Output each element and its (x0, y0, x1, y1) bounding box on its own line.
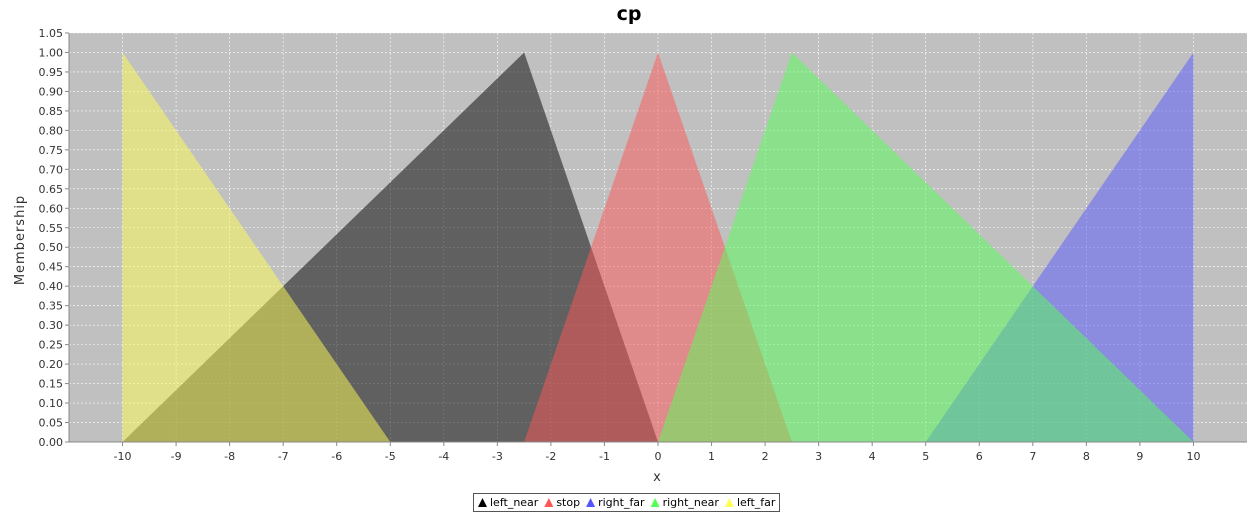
y-axis-label: Membership (13, 195, 28, 285)
x-tick-label: -4 (438, 450, 449, 463)
y-tick-label: 0.20 (39, 358, 64, 371)
legend-item-left_far: left_far (724, 496, 776, 509)
y-tick-label: 0.55 (39, 222, 64, 235)
x-tick-label: 8 (1083, 450, 1090, 463)
series-area-right_far (925, 52, 1194, 442)
x-tick-label: 4 (869, 450, 876, 463)
chart-legend: left_near stop right_far right_near left_far (473, 493, 781, 512)
y-tick-label: 0.15 (39, 378, 64, 391)
y-tick-label: 0.65 (39, 183, 64, 196)
x-tick-label: 0 (655, 450, 662, 463)
y-tick-label: 0.80 (39, 124, 64, 137)
x-tick-label: 6 (976, 450, 983, 463)
legend-triangle-icon (650, 498, 660, 507)
x-tick-label: -5 (385, 450, 396, 463)
y-tick-label: 0.85 (39, 105, 64, 118)
y-tick-label: 0.50 (39, 241, 64, 254)
legend-item-right_far: right_far (586, 496, 645, 509)
x-tick-label: -3 (492, 450, 503, 463)
series-areas (122, 52, 1194, 442)
x-tick-label: -8 (224, 450, 235, 463)
y-tick-label: 0.00 (39, 436, 64, 449)
y-tick-label: 0.25 (39, 339, 64, 352)
legend-triangle-icon (544, 498, 554, 507)
x-axis-label: x (653, 470, 661, 485)
x-tick-label: -1 (599, 450, 610, 463)
legend-label: left_near (490, 496, 539, 509)
legend-item-right_near: right_near (650, 496, 719, 509)
legend-item-stop: stop (544, 496, 580, 509)
x-tick-label: -10 (114, 450, 132, 463)
series-area-right_near (658, 52, 1194, 442)
x-tick-label: 5 (922, 450, 929, 463)
series-area-left_far (122, 52, 391, 442)
x-axis-ticks: -10 -9 -8 -7 -6 -5 -4 -3 -2 -1 0 1 2 3 4 5 6 7 8 9 10 (114, 442, 1200, 463)
x-tick-label: 10 (1186, 450, 1200, 463)
legend-triangle-icon (724, 498, 734, 507)
y-tick-label: 1.05 (39, 27, 64, 40)
x-tick-label: 2 (762, 450, 769, 463)
y-tick-label: 0.45 (39, 261, 64, 274)
x-tick-label: 7 (1029, 450, 1036, 463)
x-tick-label: -2 (545, 450, 556, 463)
x-tick-label: 3 (815, 450, 822, 463)
y-tick-label: 0.70 (39, 163, 64, 176)
x-tick-label: 1 (708, 450, 715, 463)
chart-title: cp (617, 3, 642, 25)
legend-label: left_far (736, 496, 776, 509)
y-tick-label: 0.05 (39, 417, 64, 430)
legend-triangle-icon (478, 498, 487, 507)
y-tick-label: 0.10 (39, 397, 64, 410)
y-tick-label: 0.90 (39, 85, 64, 98)
legend-label: right_far (598, 496, 645, 509)
y-tick-label: 0.40 (39, 280, 64, 293)
y-axis-ticks: 0.00 0.05 0.10 0.15 0.20 0.25 0.30 0.35 0.40 0.45… (39, 27, 69, 449)
legend-label: right_near (662, 496, 719, 509)
x-tick-label: -9 (171, 450, 182, 463)
y-tick-label: 0.60 (39, 202, 64, 215)
y-tick-label: 0.35 (39, 300, 64, 313)
legend-label: stop (556, 496, 581, 509)
y-tick-label: 0.30 (39, 319, 64, 332)
legend-triangle-icon (586, 498, 596, 507)
x-tick-label: -7 (278, 450, 289, 463)
y-tick-label: 1.00 (39, 46, 64, 59)
legend-item-left_near: left_near (478, 496, 538, 509)
x-tick-label: 9 (1136, 450, 1143, 463)
y-tick-label: 0.75 (39, 144, 64, 157)
x-tick-label: -6 (331, 450, 342, 463)
y-tick-label: 0.95 (39, 66, 64, 79)
